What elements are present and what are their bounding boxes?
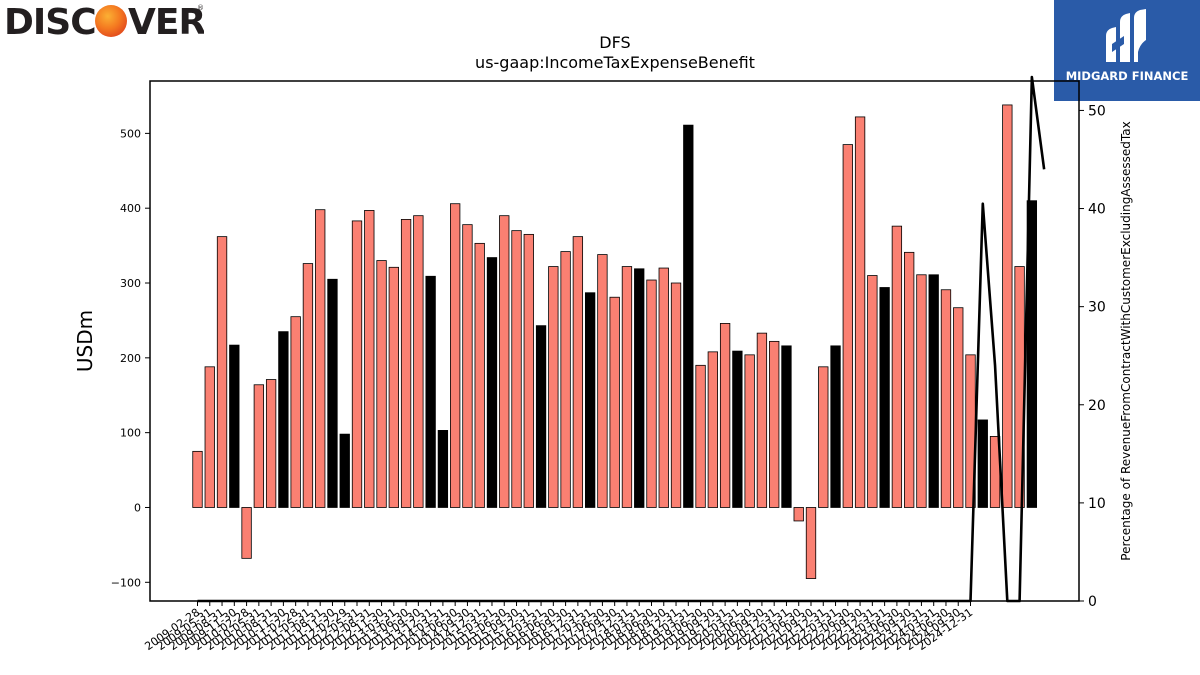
bar [1002,104,1013,508]
discover-logo-text-left: DISC [4,2,96,42]
bar [891,225,903,508]
bar [830,345,841,508]
bar [450,203,461,508]
axes-group: −1000100200300400500010203040502009-02-2… [111,103,1106,653]
bar [462,224,473,508]
discover-logo: DISC VER ® [4,0,204,42]
bar [437,430,449,508]
y2-tick-label: 30 [1088,300,1106,316]
bar [719,323,731,508]
y-tick-label: 400 [120,202,141,215]
bar [597,254,608,508]
bar [916,274,927,508]
bar [683,124,694,508]
bar [315,209,326,508]
bar [400,219,412,508]
bar [364,210,375,508]
bar [646,279,657,508]
bar [854,116,866,508]
bar [511,230,522,508]
discover-logo-text-right: VER [128,2,204,42]
y2-tick-label: 40 [1088,202,1106,218]
bar [781,345,792,508]
discover-logo-o [95,5,127,37]
bar [413,215,424,508]
bar [376,260,387,508]
bar [695,364,706,508]
bar [229,344,240,508]
bar [474,242,485,508]
y-tick-label: 100 [120,427,141,440]
bar [707,351,718,508]
bar [793,507,804,522]
bar [388,266,399,508]
bar [523,233,534,508]
bar [879,287,890,508]
bar [732,350,743,508]
bars-group [192,104,1038,579]
plot-frame [149,80,1080,602]
bar [192,450,203,508]
y2-tick-label: 0 [1088,594,1097,610]
bar [609,296,620,508]
y-tick-label: 0 [134,501,141,514]
bar [486,257,498,508]
midgard-logo-text: MIDGARD FINANCE [1065,69,1189,83]
y2-tick-label: 20 [1088,398,1106,414]
bar [928,274,939,508]
bar [584,292,596,508]
bar [548,266,559,508]
discover-logo-registered: ® [197,4,204,12]
bar [241,507,252,559]
bar [904,251,915,508]
chart-subtitle: us-gaap:IncomeTaxExpenseBenefit [475,53,755,72]
midgard-logo-mark [1106,9,1146,62]
y-tick-label: 300 [120,277,141,290]
bar [560,251,571,508]
bar [953,307,964,508]
discover-logo-mark: DISC VER ® [4,2,204,42]
y-axis-label: USDm [73,310,97,372]
bar [351,220,363,508]
bar [499,215,510,508]
bar [302,263,314,508]
bar [253,384,265,508]
bar [535,325,547,508]
bar [670,282,682,508]
bar [842,144,853,508]
bar [867,275,878,508]
y-tick-label: −100 [111,576,141,589]
bar [278,331,289,508]
bar [658,267,669,508]
bar [769,340,780,508]
bar [572,236,584,508]
y-tick-label: 200 [120,352,141,365]
bar [327,278,338,508]
bar [265,379,277,508]
bar [621,266,633,508]
bar [216,236,228,508]
y2-tick-label: 10 [1088,496,1106,512]
bar [339,433,350,508]
bar [818,366,829,508]
bar [756,332,768,508]
bar [1026,200,1038,508]
bar [425,275,436,508]
bar [805,507,817,579]
bar [204,366,215,508]
y2-tick-label: 50 [1088,103,1106,119]
chart-title: DFS [599,33,630,52]
bar [290,316,301,508]
bar [634,268,645,508]
bar [977,419,988,508]
y2-axis-label: Percentage of RevenueFromContractWithCus… [1119,121,1133,560]
bar [744,354,755,508]
y-tick-label: 500 [120,127,141,140]
bar [940,289,952,508]
